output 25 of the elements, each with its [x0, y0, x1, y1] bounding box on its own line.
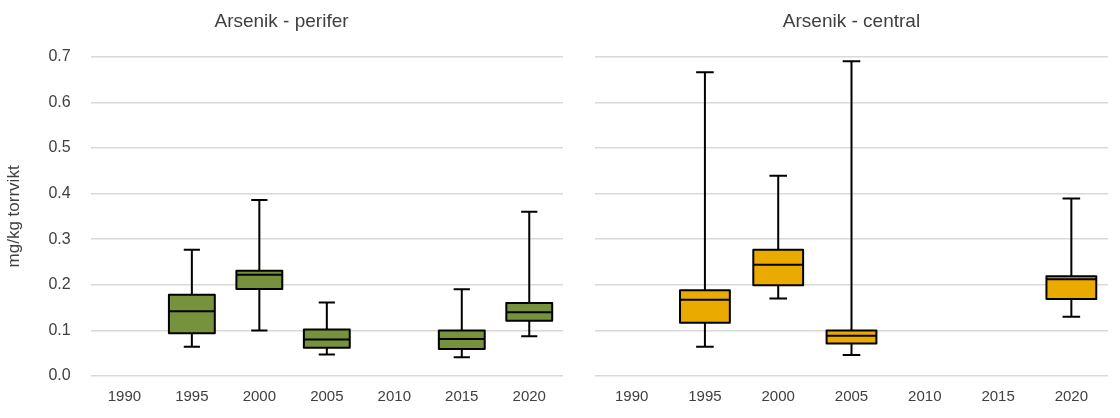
- x-tick-label: 2005: [310, 387, 344, 405]
- x-tick-label: 2010: [377, 387, 411, 405]
- x-tick-label: 2000: [242, 387, 277, 405]
- y-tick-label: 0.3: [48, 229, 71, 247]
- x-tick-label: 2010: [908, 387, 942, 405]
- x-tick-label: 1990: [614, 387, 649, 405]
- x-tick-label: 2015: [981, 387, 1015, 405]
- x-tick-label: 1995: [688, 387, 722, 405]
- y-tick-label: 0.5: [48, 138, 71, 156]
- x-tick-label: 2005: [834, 387, 869, 405]
- x-tick-label: 1995: [175, 387, 209, 405]
- chart-title: Arsenik - central: [782, 9, 921, 31]
- y-tick-label: 0.2: [48, 275, 71, 293]
- y-tick-label: 0.4: [48, 184, 71, 202]
- chart-title: Arsenik - perifer: [214, 9, 350, 31]
- x-tick-label: 1990: [107, 387, 142, 405]
- y-tick-label: 0.6: [48, 92, 71, 110]
- x-tick-label: 2000: [761, 387, 795, 405]
- x-tick-label: 2020: [1054, 387, 1089, 405]
- y-tick-label: 0.1: [48, 320, 71, 338]
- y-tick-label: 0.7: [48, 47, 71, 65]
- y-axis-title: mg/kg torrvikt: [3, 165, 23, 268]
- x-tick-label: 2015: [445, 387, 479, 405]
- y-tick-label: 0.0: [48, 366, 71, 384]
- x-tick-label: 2020: [512, 387, 546, 405]
